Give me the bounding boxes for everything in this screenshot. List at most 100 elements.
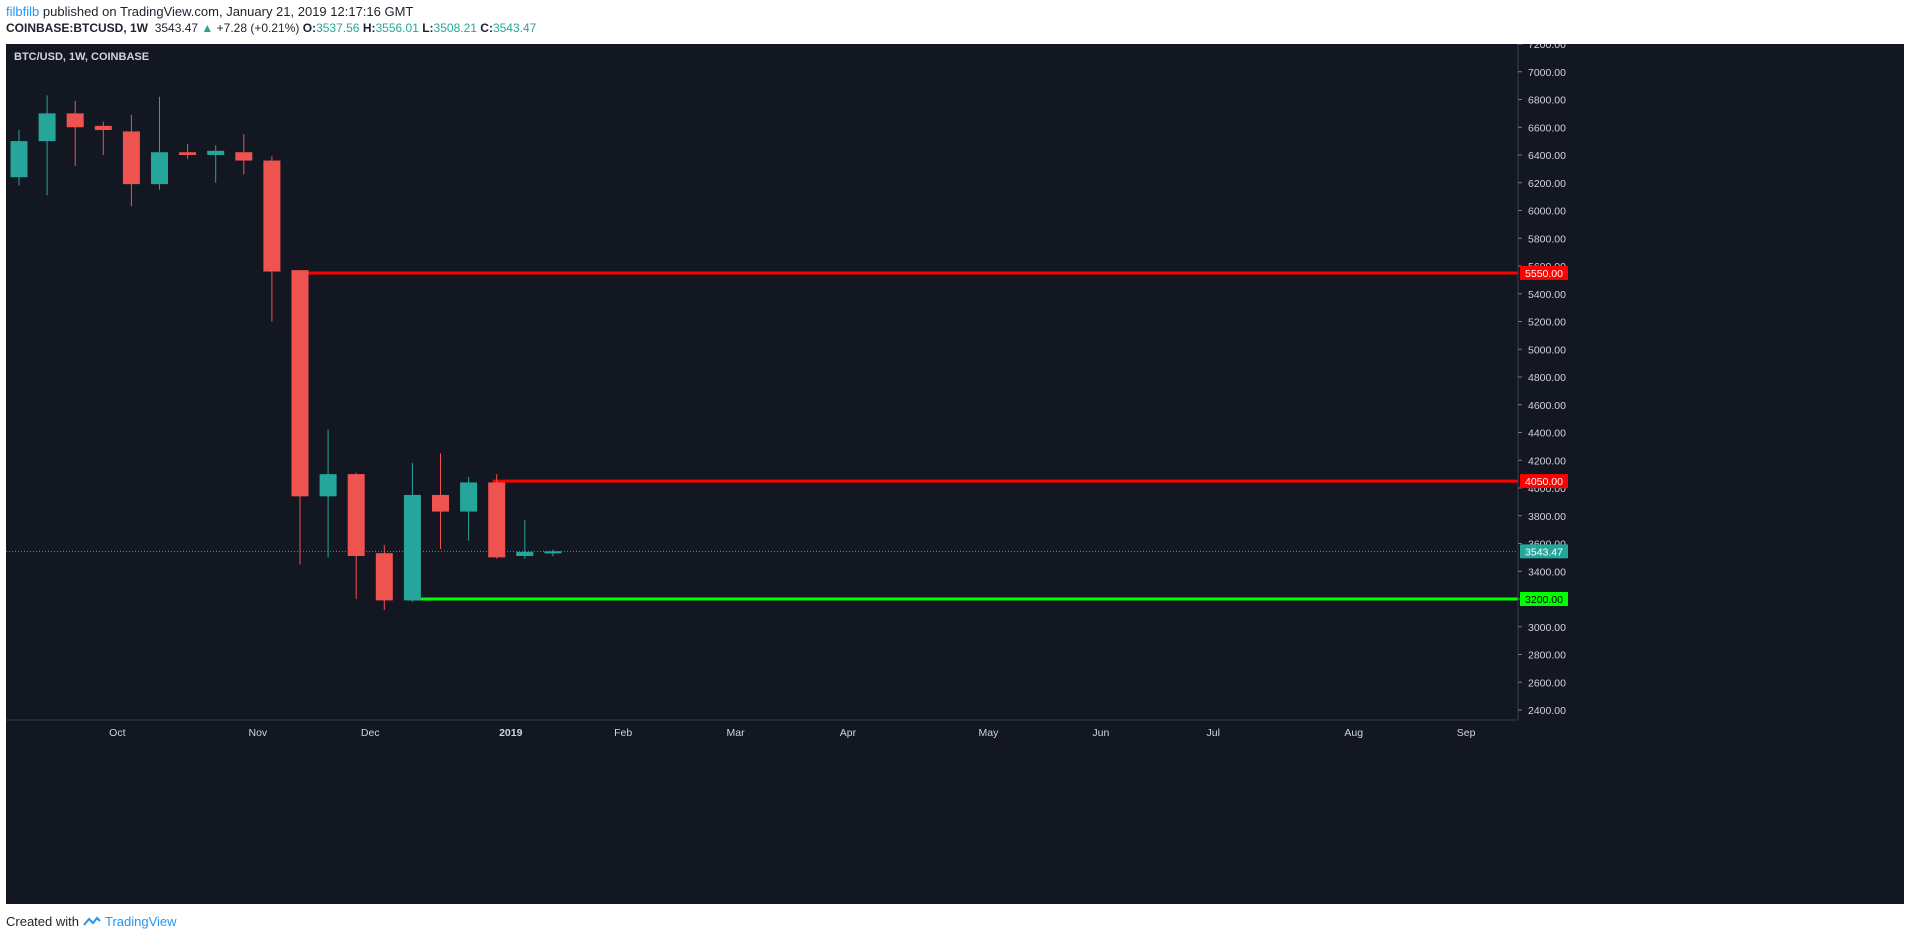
price-change: +7.28 (+0.21%) [216, 21, 300, 35]
candle [122, 114, 140, 207]
candle-body [263, 160, 281, 272]
published-text: published on TradingView.com, January 21… [42, 4, 414, 19]
last-price-tag [1520, 544, 1568, 559]
candle [263, 156, 281, 322]
candle-body [151, 152, 168, 185]
low-value: 3508.21 [433, 21, 477, 35]
time-tick-label: 2019 [499, 727, 523, 739]
candle [179, 143, 197, 160]
footer: Created with TradingView [6, 914, 177, 929]
candle-body [235, 152, 253, 161]
price-tick-label: 5400.00 [1528, 289, 1566, 301]
time-tick-label: Sep [1457, 727, 1476, 739]
candle [94, 121, 112, 155]
price-tick-label: 5800.00 [1528, 233, 1566, 245]
candle [460, 476, 478, 541]
price-tick-label: 4400.00 [1528, 428, 1566, 440]
price-tick-label: 7000.00 [1528, 67, 1566, 79]
tradingview-logo-icon [83, 916, 101, 926]
candle [516, 519, 534, 559]
candle [207, 145, 225, 183]
candle [66, 100, 84, 167]
publish-info: filbfilb published on TradingView.com, J… [6, 4, 413, 19]
candle-body [488, 482, 506, 558]
axis-layer: 2400.00 2600.00 2800.00 3000.00 3200.00 3400.… [6, 44, 1904, 904]
price-tick-label: 7200.00 [1528, 44, 1566, 51]
close-value: 3543.47 [492, 21, 537, 35]
candle-body [544, 551, 562, 554]
candle [375, 544, 393, 611]
candle-body [403, 494, 421, 601]
time-tick-label: Dec [361, 727, 380, 739]
price-tick-label: 4200.00 [1528, 455, 1566, 467]
resistance-price-tag [1520, 265, 1568, 280]
resistance-price-label: 4050.00 [1525, 476, 1563, 488]
time-tick-label: Jul [1207, 727, 1220, 739]
candle-body [122, 131, 140, 185]
chart-title: BTC/USD, 1W, COINBASE [14, 51, 149, 63]
candle-body [319, 474, 337, 497]
time-tick-label: Jun [1092, 727, 1109, 739]
chart-container[interactable]: BTC/USD, 1W, COINBASE 2400.00 2600.00 2800… [6, 44, 1904, 904]
candle-body [432, 494, 449, 512]
price-tick-label: 5200.00 [1528, 317, 1566, 329]
support-price-tag [1520, 592, 1568, 606]
candle [432, 453, 449, 550]
time-tick-label: Feb [614, 727, 632, 739]
candle [544, 549, 562, 557]
high-label: H: [362, 21, 376, 35]
candle [403, 463, 421, 602]
current-price: 3543.47 [154, 21, 199, 35]
open-value: 3537.56 [316, 21, 360, 35]
resistance-price-tag [1520, 474, 1568, 489]
candle-body [207, 150, 225, 155]
support-price-label: 3200.00 [1525, 594, 1563, 606]
candle-body [94, 125, 112, 131]
candle [151, 96, 168, 190]
last-price-label: 3543.47 [1525, 546, 1563, 558]
candle [347, 472, 365, 599]
price-tick-label: 6000.00 [1528, 206, 1566, 218]
candle-body [516, 551, 534, 556]
price-tick-label: 3400.00 [1528, 566, 1566, 578]
candle-body [10, 141, 28, 178]
candle-body [179, 152, 197, 155]
time-tick-label: Nov [249, 727, 268, 739]
author-link[interactable]: filbfilb [6, 4, 40, 19]
price-tick-label: 6800.00 [1528, 95, 1566, 107]
time-tick-label: May [979, 727, 1000, 739]
candle-body [460, 482, 478, 512]
candle-body [291, 270, 309, 497]
candle [10, 130, 28, 186]
time-tick-label: Oct [109, 727, 125, 739]
candle [488, 474, 506, 559]
price-tick-label: 6400.00 [1528, 150, 1566, 162]
price-tick-label: 4600.00 [1528, 400, 1566, 412]
time-tick-label: Apr [840, 727, 857, 739]
candle [38, 95, 56, 196]
symbol-label: COINBASE:BTCUSD, 1W [6, 21, 149, 35]
time-tick-label: Mar [727, 727, 746, 739]
candle [319, 429, 337, 558]
price-tick-label: 2400.00 [1528, 705, 1566, 717]
price-tick-label: 3800.00 [1528, 511, 1566, 523]
created-with-text: Created with [6, 914, 79, 929]
high-value: 3556.01 [375, 21, 419, 35]
price-tick-label: 5000.00 [1528, 344, 1566, 356]
price-tick-label: 6600.00 [1528, 122, 1566, 134]
candle-body [347, 474, 365, 556]
change-arrow-icon: ▲ [201, 21, 214, 35]
candles-layer [10, 95, 562, 611]
price-tick-label: 2600.00 [1528, 677, 1566, 689]
price-chart[interactable]: BTC/USD, 1W, COINBASE 2400.00 2600.00 2800… [6, 44, 1904, 904]
candle [291, 270, 309, 565]
price-tick-label: 2800.00 [1528, 650, 1566, 662]
symbol-info-bar: COINBASE:BTCUSD, 1W 3543.47 ▲ +7.28 (+0.… [6, 21, 536, 35]
close-label: C: [480, 21, 493, 35]
candle-body [375, 553, 393, 601]
horizontal-lines-layer [6, 271, 1518, 601]
open-label: O: [302, 21, 317, 35]
price-tick-label: 6200.00 [1528, 178, 1566, 190]
tradingview-link[interactable]: TradingView [104, 914, 177, 929]
candle-body [66, 113, 84, 128]
